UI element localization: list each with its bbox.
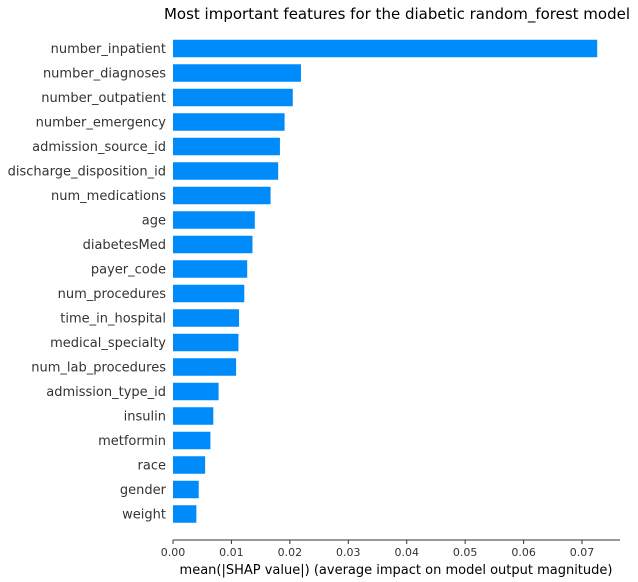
bar-admission_type_id <box>173 382 219 401</box>
x-tick-label: 0.06 <box>511 546 536 559</box>
bar-admission_source_id <box>173 137 280 156</box>
x-tick-label: 0.03 <box>336 546 361 559</box>
category-label: number_diagnoses <box>43 67 166 82</box>
bar-race <box>173 456 206 474</box>
x-axis-ticks: 0.00 0.01 0.02 0.03 0.04 0.05 0.06 0.07 <box>161 540 595 559</box>
category-label: time_in_hospital <box>60 312 166 327</box>
x-tick-label: 0.02 <box>278 546 303 559</box>
x-tick-label: 0.00 <box>161 546 186 559</box>
category-label: num_lab_procedures <box>31 361 166 376</box>
category-label: admission_source_id <box>32 140 166 155</box>
category-label: gender <box>120 483 167 498</box>
bar-medical_specialty <box>173 333 239 352</box>
bar-weight <box>173 505 197 523</box>
bar-age <box>173 211 255 229</box>
chart-title: Most important features for the diabetic… <box>164 5 630 24</box>
category-label: weight <box>122 508 166 523</box>
bars-group <box>173 39 598 523</box>
category-labels: number_inpatient number_diagnoses number_o… <box>8 42 167 523</box>
bar-num_lab_procedures <box>173 358 237 376</box>
category-label: race <box>138 459 166 474</box>
category-label: metformin <box>98 434 166 449</box>
category-label: number_outpatient <box>41 91 166 106</box>
x-tick-label: 0.07 <box>570 546 595 559</box>
bar-diabetesMed <box>173 235 253 254</box>
category-label: medical_specialty <box>50 336 166 351</box>
bar-num_medications <box>173 186 271 205</box>
bar-payer_code <box>173 260 248 278</box>
x-tick-label: 0.05 <box>453 546 478 559</box>
bar-number_diagnoses <box>173 64 301 82</box>
bar-number_inpatient <box>173 39 598 58</box>
category-label: num_medications <box>51 189 166 204</box>
category-label: num_procedures <box>58 287 167 302</box>
category-label: admission_type_id <box>46 385 166 400</box>
category-label: age <box>142 214 166 229</box>
x-tick-label: 0.01 <box>219 546 244 559</box>
bar-number_emergency <box>173 113 285 131</box>
bar-insulin <box>173 407 214 425</box>
category-label: payer_code <box>91 263 166 278</box>
category-label: insulin <box>124 410 166 425</box>
bar-number_outpatient <box>173 88 293 107</box>
bar-discharge_disposition_id <box>173 162 279 180</box>
bar-gender <box>173 480 199 499</box>
bar-metformin <box>173 431 211 450</box>
bar-num_procedures <box>173 284 245 303</box>
category-label: discharge_disposition_id <box>8 165 166 180</box>
bar-time_in_hospital <box>173 309 240 327</box>
category-label: diabetesMed <box>83 238 166 253</box>
x-tick-label: 0.04 <box>394 546 419 559</box>
x-axis-label: mean(|SHAP value|) (average impact on mo… <box>180 563 613 578</box>
category-label: number_emergency <box>36 116 167 131</box>
category-label: number_inpatient <box>51 42 166 57</box>
